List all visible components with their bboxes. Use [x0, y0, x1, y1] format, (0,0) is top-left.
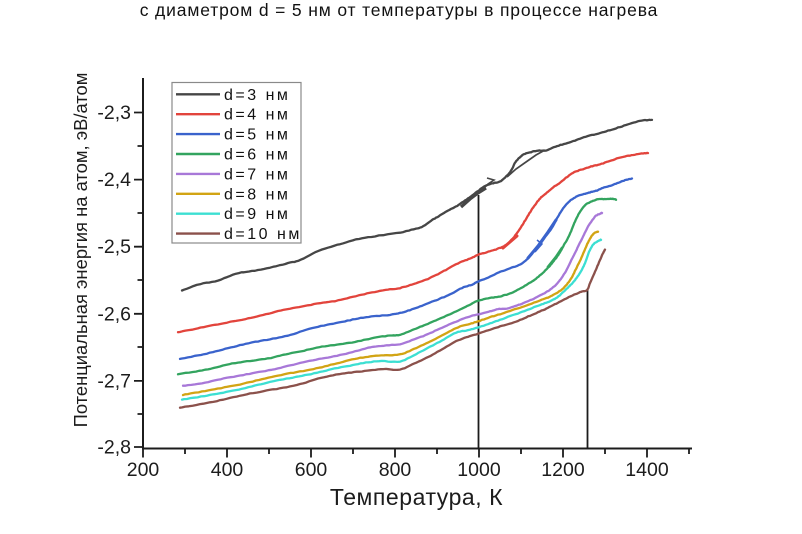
svg-text:-2,4: -2,4 [97, 169, 131, 191]
svg-text:200: 200 [127, 459, 160, 481]
svg-text:d=8 нм: d=8 нм [224, 186, 290, 203]
svg-text:1200: 1200 [541, 459, 585, 481]
svg-text:d=5 нм: d=5 нм [224, 127, 290, 144]
svg-text:с диаметром d = 5 нм от темпер: с диаметром d = 5 нм от температуры в пр… [140, 0, 659, 20]
svg-text:-2,5: -2,5 [97, 236, 131, 258]
svg-text:800: 800 [379, 459, 412, 481]
svg-text:600: 600 [295, 459, 328, 481]
svg-text:-2,6: -2,6 [97, 303, 131, 325]
svg-text:d=9 нм: d=9 нм [224, 206, 290, 223]
svg-text:d=4 нм: d=4 нм [224, 107, 290, 124]
svg-text:d=7 нм: d=7 нм [224, 166, 290, 183]
svg-text:-2,7: -2,7 [97, 370, 131, 392]
svg-text:-2,3: -2,3 [97, 102, 131, 124]
svg-text:Потенциальная энергия на атом,: Потенциальная энергия на атом, эВ/атом [70, 73, 91, 428]
svg-text:-2,8: -2,8 [97, 437, 131, 459]
svg-text:d=3 нм: d=3 нм [224, 87, 290, 104]
svg-text:400: 400 [211, 459, 244, 481]
svg-text:1000: 1000 [457, 459, 501, 481]
svg-text:Температура, К: Температура, К [330, 484, 503, 510]
svg-text:d=6 нм: d=6 нм [224, 147, 290, 164]
svg-text:1400: 1400 [625, 459, 669, 481]
svg-text:d=10 нм: d=10 нм [224, 226, 302, 243]
